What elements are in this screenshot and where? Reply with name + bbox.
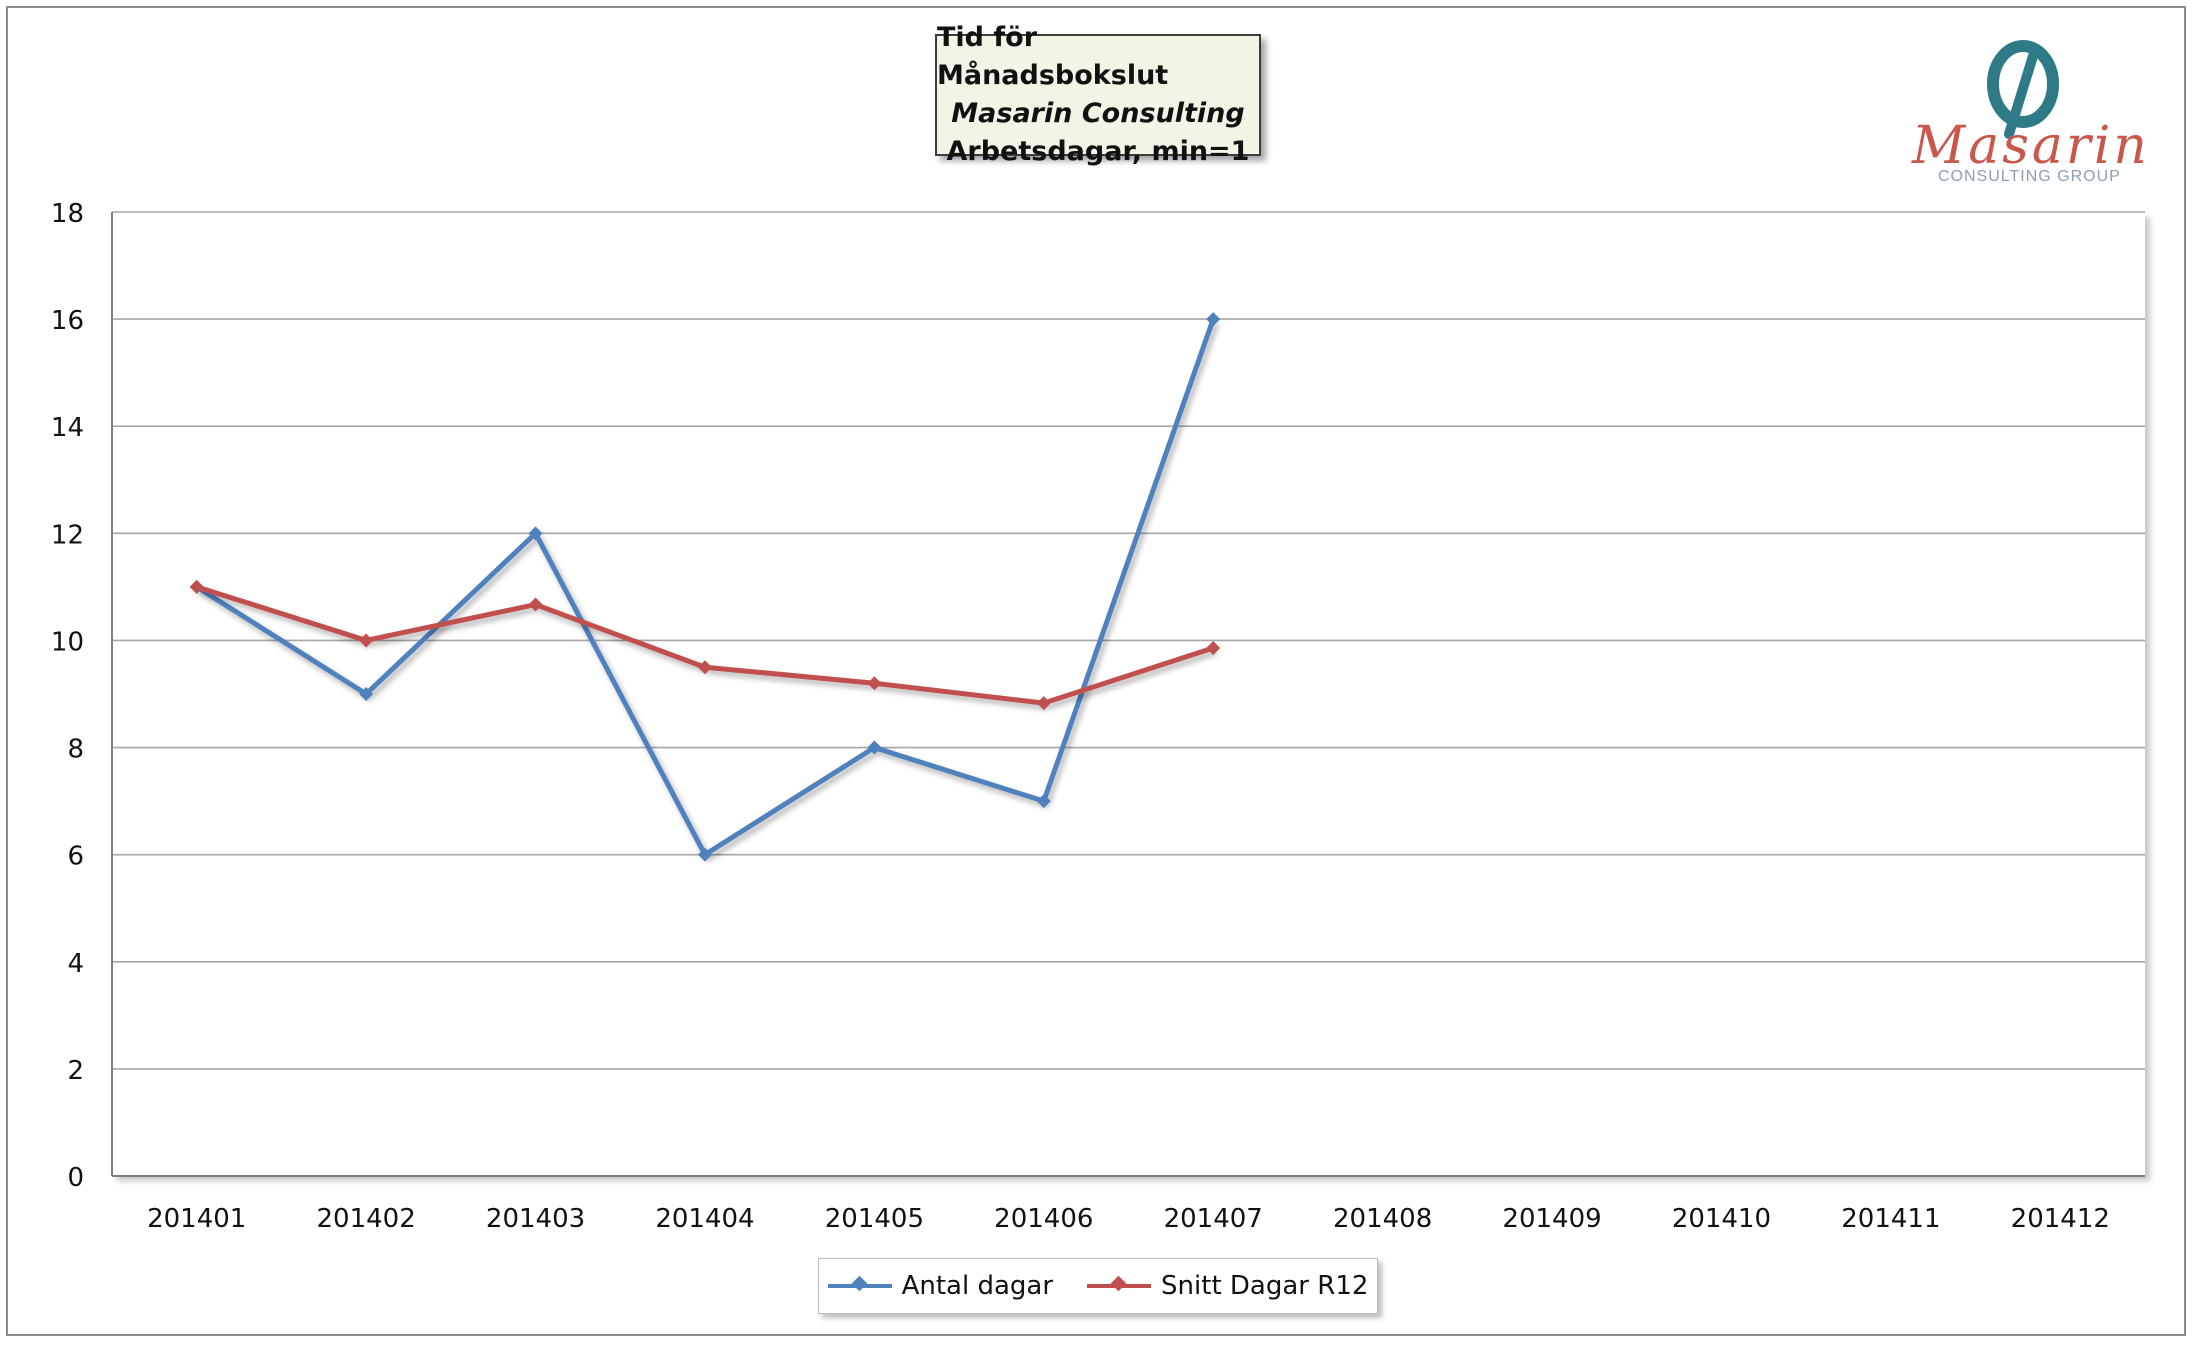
- y-tick-label: 12: [51, 520, 84, 550]
- legend-entry-series-2: Snitt Dagar R12: [1087, 1271, 1368, 1301]
- x-axis-ticks: 201401 201402 201403 201404 201405 201406 2014…: [147, 1204, 2110, 1234]
- masarin-logo-icon: [1987, 40, 2059, 139]
- legend: Antal dagar Snitt Dagar R12: [818, 1258, 1378, 1314]
- legend-label-series-1: Antal dagar: [901, 1271, 1054, 1301]
- series-2-point: [867, 676, 882, 691]
- y-tick-label: 18: [51, 199, 84, 229]
- logo-name: Masarin: [1912, 116, 2150, 176]
- legend-swatch-series-2: [1087, 1275, 1152, 1292]
- x-tick-label: 201412: [2011, 1204, 2110, 1234]
- chart-subtitle-unit: Arbetsdagar, min=1: [946, 136, 1250, 167]
- series-1-point: [1036, 794, 1051, 809]
- x-tick-label: 201406: [994, 1204, 1093, 1234]
- series-1-point: [867, 740, 882, 755]
- legend-label-series-2: Snitt Dagar R12: [1161, 1271, 1369, 1301]
- series-2-point: [1036, 696, 1051, 711]
- y-tick-label: 14: [51, 413, 84, 443]
- chart-title: Tid för Månadsbokslut: [937, 22, 1169, 91]
- x-tick-label: 201407: [1164, 1204, 1263, 1234]
- y-tick-label: 10: [51, 627, 84, 657]
- x-tick-label: 201411: [1841, 1204, 1940, 1234]
- plot-area: [112, 212, 2145, 1176]
- x-tick-label: 201410: [1672, 1204, 1771, 1234]
- x-tick-label: 201404: [655, 1204, 754, 1234]
- x-tick-label: 201402: [316, 1204, 415, 1234]
- x-tick-label: 201409: [1502, 1204, 1601, 1234]
- series-1-point: [359, 687, 374, 701]
- series-2-point: [697, 660, 712, 675]
- y-tick-label: 6: [67, 842, 84, 872]
- y-tick-label: 0: [67, 1163, 84, 1193]
- y-tick-label: 2: [67, 1056, 84, 1086]
- series-2-point: [1206, 640, 1221, 655]
- series-2-point: [189, 579, 204, 594]
- x-tick-label: 201408: [1333, 1204, 1432, 1234]
- legend-swatch-series-1: [827, 1275, 892, 1292]
- series-1-point: [1206, 312, 1221, 327]
- x-tick-label: 201405: [825, 1204, 924, 1234]
- x-tick-label: 201403: [486, 1204, 585, 1234]
- series-1-point: [697, 847, 712, 862]
- series-layer: [189, 312, 1221, 862]
- y-axis-ticks: 0 2 4 6 8 10 12 14 16 18: [51, 199, 84, 1193]
- logo-subtitle: CONSULTING GROUP: [1938, 168, 2121, 185]
- y-tick-label: 8: [67, 735, 84, 765]
- y-tick-label: 4: [67, 949, 84, 979]
- legend-entry-series-1: Antal dagar: [827, 1271, 1054, 1301]
- chart-title-box: Tid för Månadsbokslut Masarin Consulting…: [935, 22, 1261, 167]
- x-tick-label: 201401: [147, 1204, 246, 1234]
- chart-subtitle-company: Masarin Consulting: [951, 98, 1245, 129]
- series-2-point: [528, 597, 543, 612]
- y-tick-label: 16: [51, 306, 84, 336]
- gridlines: [111, 211, 2145, 1177]
- series-2-point: [359, 633, 374, 648]
- series-1-point: [528, 526, 543, 541]
